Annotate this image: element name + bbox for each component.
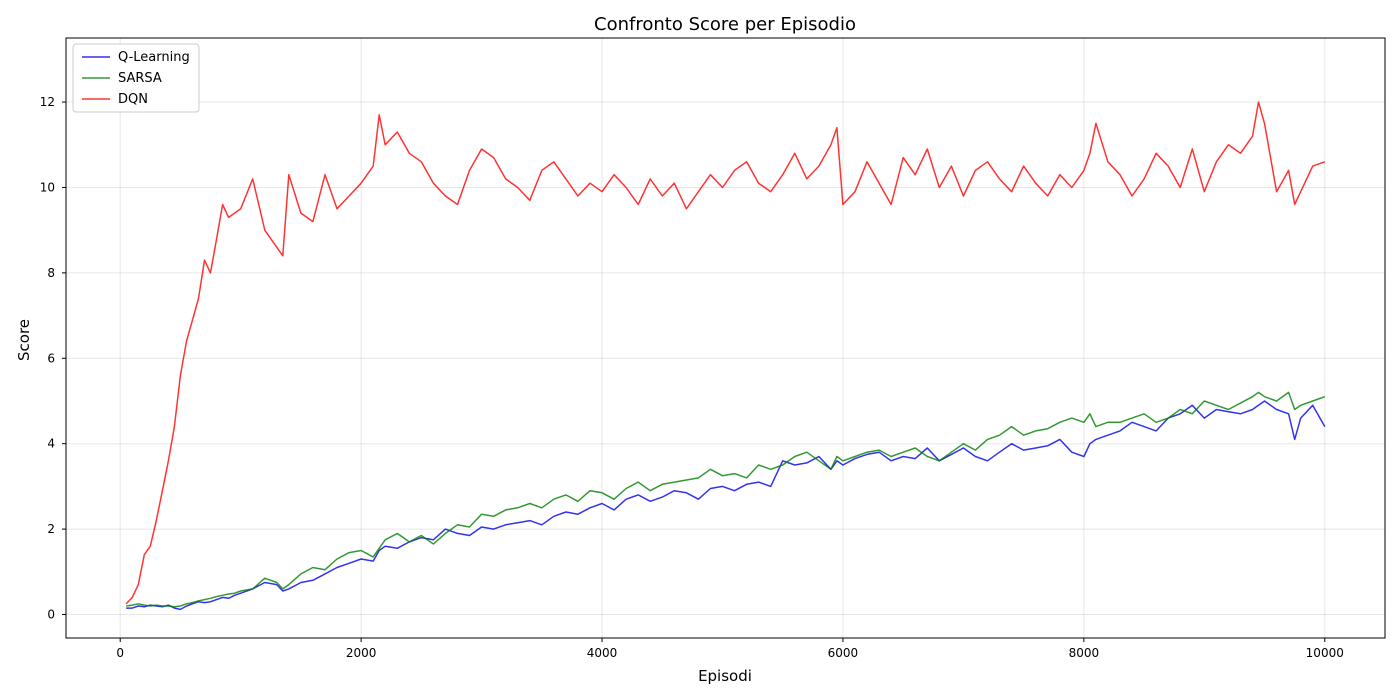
grid-layer	[66, 38, 1385, 638]
legend: Q-Learning SARSA DQN	[72, 43, 200, 113]
series-line-q-learning	[126, 400, 1326, 611]
legend-label-q-learning: Q-Learning	[118, 50, 190, 65]
x-axis-label: Episodi	[698, 667, 752, 685]
x-tick-label: 0	[116, 646, 124, 660]
chart-title: Confronto Score per Episodio	[594, 14, 856, 35]
y-tick-label: 0	[47, 608, 55, 622]
y-tick-label: 6	[47, 351, 55, 365]
y-tick-label: 8	[47, 266, 55, 280]
legend-label-sarsa: SARSA	[118, 71, 162, 86]
legend-box	[72, 43, 200, 113]
y-tick-label: 12	[40, 95, 55, 109]
y-axis-label: Score	[15, 319, 33, 361]
series-line-dqn	[125, 101, 1326, 605]
legend-label-dqn: DQN	[118, 92, 148, 107]
x-tick-label: 10000	[1306, 646, 1344, 660]
x-tick-label: 6000	[828, 646, 859, 660]
plot-area-frame	[65, 37, 1386, 639]
y-tick-label: 4	[47, 437, 55, 451]
x-tick-label: 4000	[587, 646, 618, 660]
x-tick-label: 8000	[1069, 646, 1100, 660]
y-tick-label: 2	[47, 522, 55, 536]
series-layer	[125, 101, 1326, 611]
x-tick-label: 2000	[346, 646, 377, 660]
tick-layer: 0 2000 4000 6000 8000 10000 0 2 4 6 8 10 12	[40, 95, 1344, 660]
series-line-sarsa	[126, 391, 1326, 608]
y-tick-label: 10	[40, 180, 55, 194]
